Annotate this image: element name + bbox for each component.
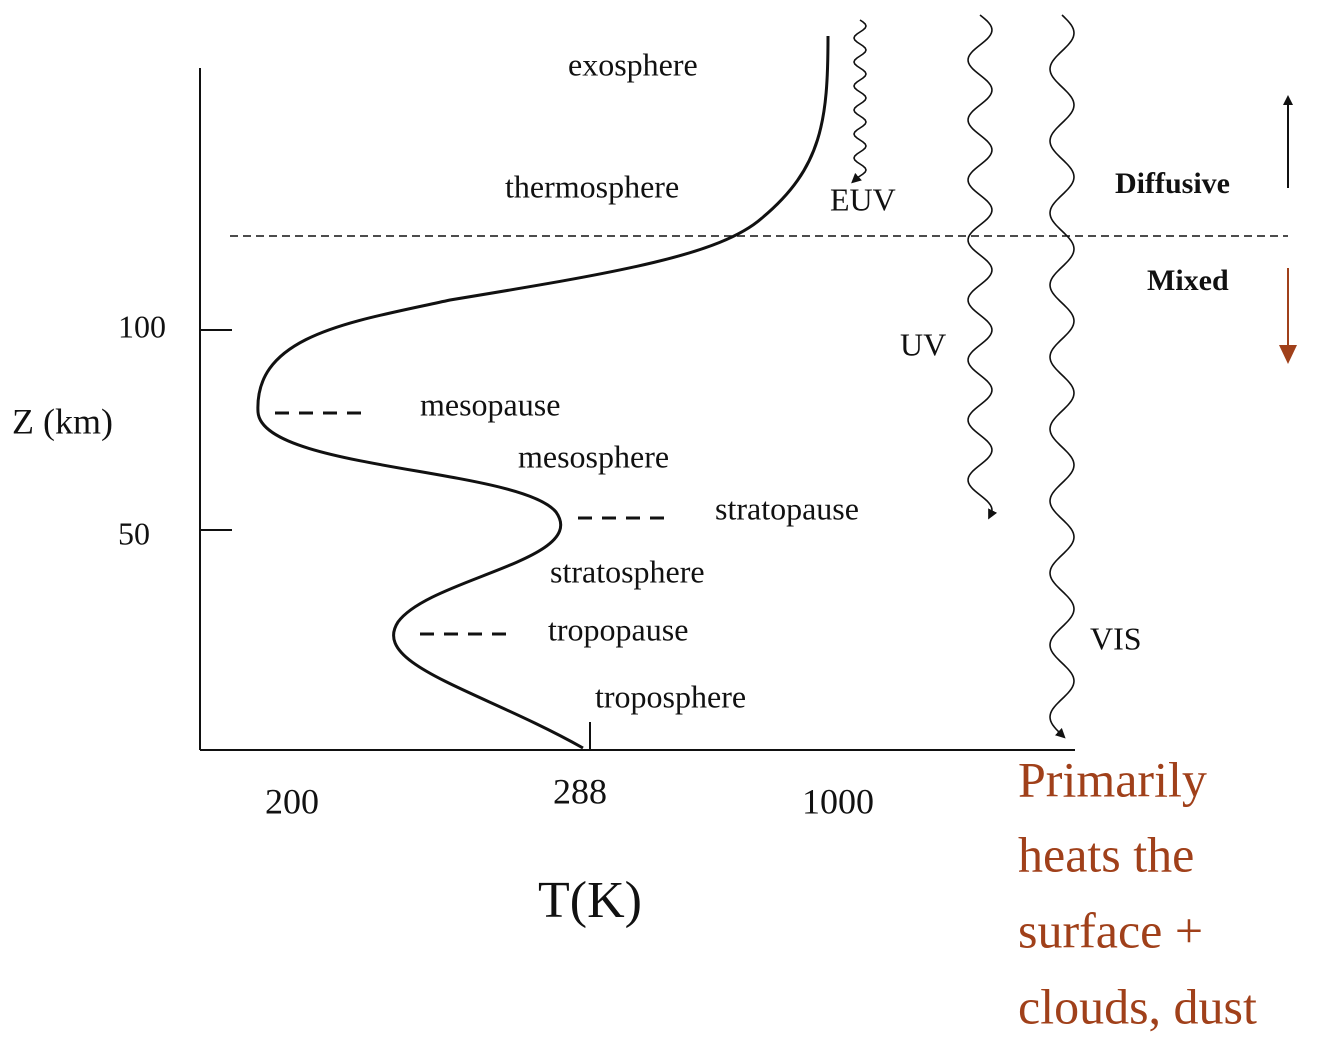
radiation-label: VIS (1090, 620, 1142, 656)
layer-label: stratosphere (550, 553, 705, 589)
y-tick-label: 50 (118, 515, 150, 551)
layer-label: mesopause (420, 386, 560, 422)
y-axis-label: Z (km) (12, 401, 113, 441)
x-tick-label: 288 (553, 771, 607, 811)
note-line: clouds, dust (1018, 978, 1257, 1034)
layer-label: tropopause (548, 611, 688, 647)
layer-label: thermosphere (505, 168, 679, 204)
note-line: Primarily (1018, 751, 1207, 807)
radiation-wave (1049, 14, 1075, 739)
layer-label: mesosphere (518, 438, 669, 474)
radiation-label: EUV (830, 181, 896, 217)
radiation-label: UV (900, 326, 946, 362)
note-line: heats the (1018, 826, 1194, 882)
layer-label: stratopause (715, 490, 859, 526)
radiation-wave (967, 14, 998, 520)
note-line: surface + (1018, 902, 1203, 958)
layer-label: exosphere (568, 46, 698, 82)
regime-label: Diffusive (1115, 167, 1230, 200)
x-tick-label: 200 (265, 781, 319, 821)
temperature-profile (256, 35, 830, 750)
y-tick-label: 100 (118, 308, 166, 344)
x-axis-label: T(K) (538, 872, 642, 929)
x-tick-label: 1000 (802, 781, 874, 821)
mixed-arrow-head (1279, 345, 1297, 364)
layer-label: troposphere (595, 678, 746, 714)
radiation-wave (851, 19, 867, 184)
regime-label: Mixed (1147, 264, 1229, 297)
